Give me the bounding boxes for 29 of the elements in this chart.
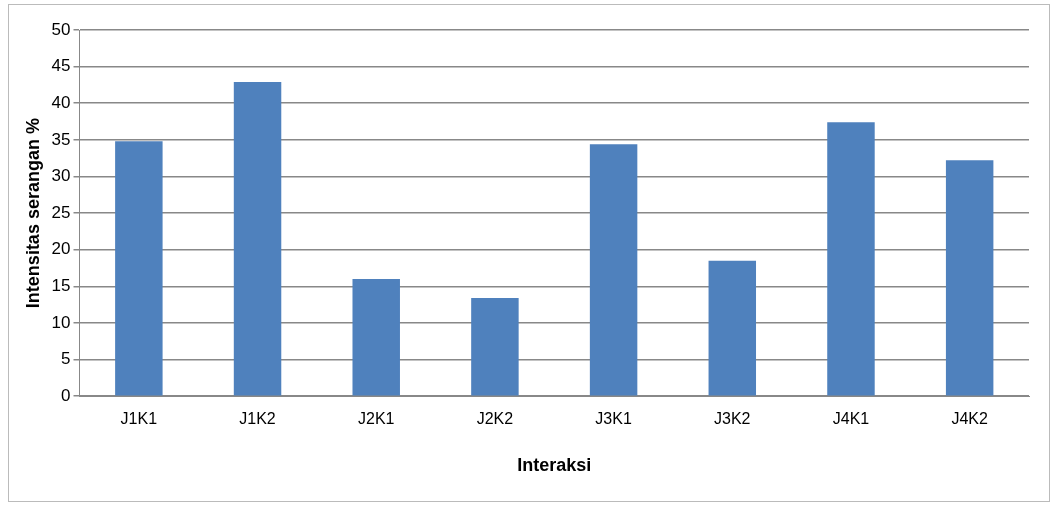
bar [708,260,757,396]
y-tick-label: 30 [51,166,71,186]
y-tick-label: 10 [51,312,71,332]
y-tick-label: 5 [61,349,71,369]
x-tick-label: J2K1 [357,410,395,428]
x-tick-label: J3K1 [595,410,632,428]
x-tick-label: J4K2 [951,410,988,428]
x-axis-title: Interaksi [517,455,592,476]
bar [352,279,400,396]
bar [589,144,638,396]
y-tick-label: 50 [51,19,71,39]
x-tick-label: J1K2 [239,410,276,428]
y-tick-label: 15 [51,276,71,296]
y-tick-label: 20 [51,239,71,259]
x-tick-label: J4K1 [832,410,870,428]
y-tick-label: 0 [61,385,71,405]
y-axis-title: Intensitas serangan % [22,118,43,309]
y-tick-label: 35 [51,129,71,149]
bar [471,298,519,396]
y-tick-label: 40 [51,92,71,112]
x-tick-label: J1K1 [120,410,158,428]
x-tick-label: J2K2 [476,410,514,428]
bar [233,82,282,396]
y-tick-label: 25 [51,202,71,222]
bar [115,141,163,396]
x-tick-label: J3K2 [714,410,751,428]
bar [827,122,875,396]
bar [945,160,994,396]
y-tick-label: 45 [51,56,71,76]
